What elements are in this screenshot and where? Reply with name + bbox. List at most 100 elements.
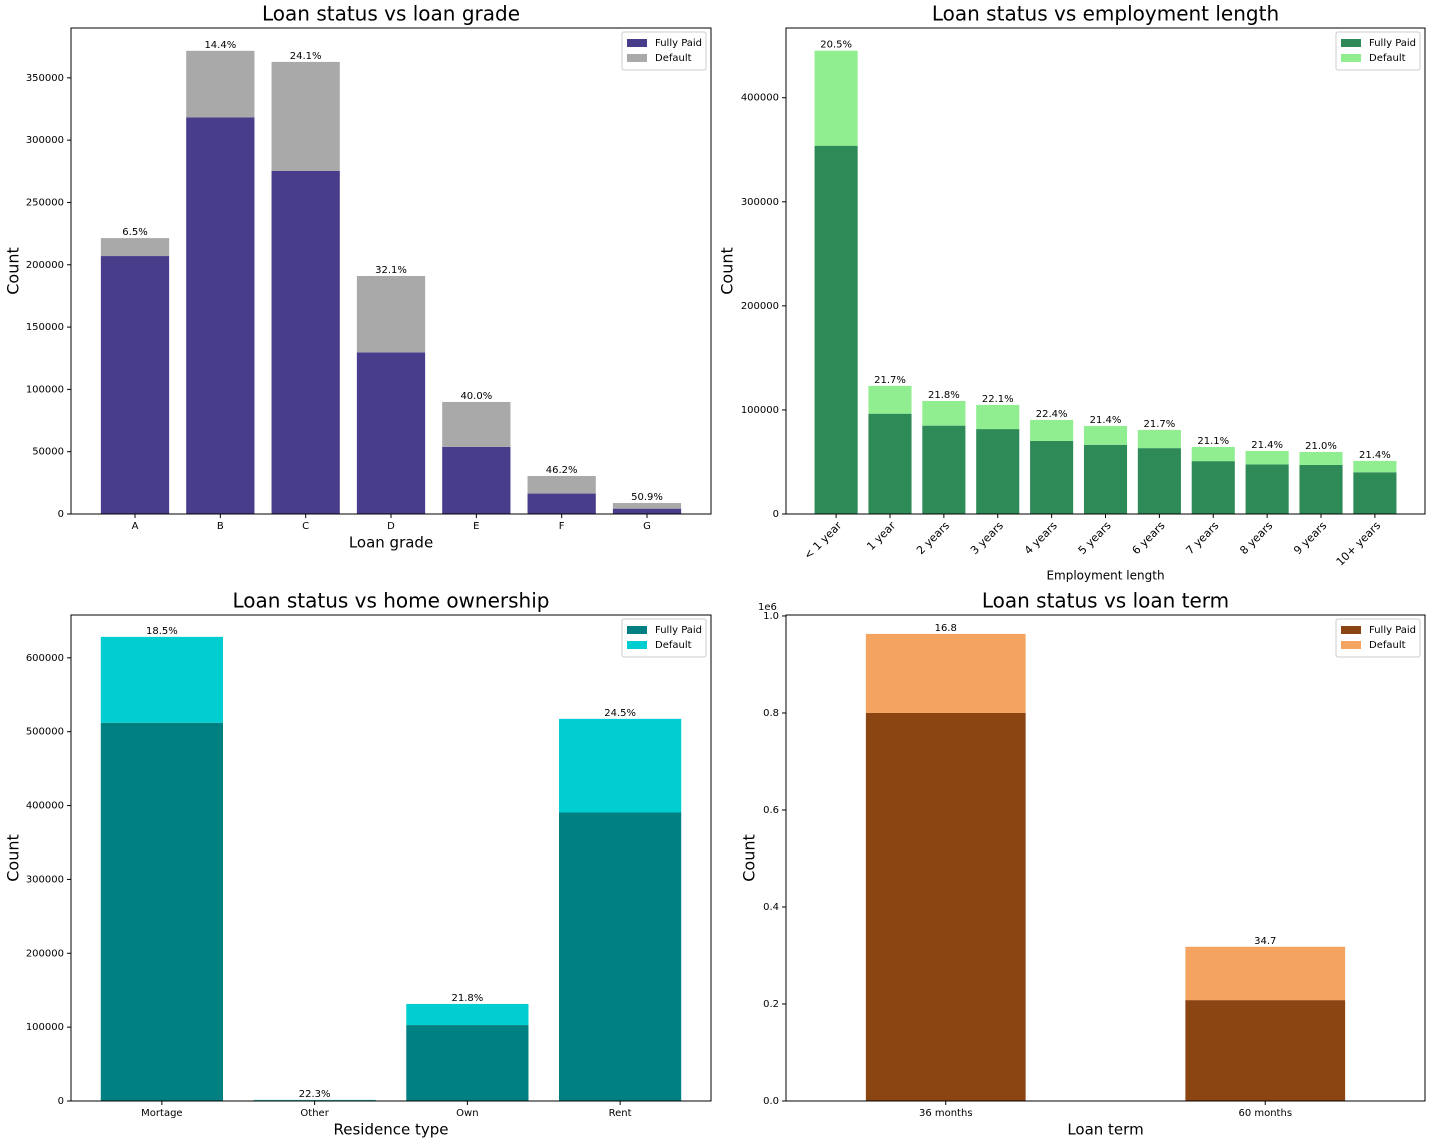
x-axis-label: Residence type <box>334 1121 449 1139</box>
bar-segment <box>814 145 858 515</box>
bar-segment <box>100 722 223 1101</box>
y-tick-label: 0.0 <box>763 1096 779 1107</box>
y-offset-label: 1e6 <box>758 602 777 613</box>
legend-label: Default <box>655 640 692 651</box>
x-tick-label: 3 years <box>968 519 1006 557</box>
y-tick-label: 100000 <box>26 1022 64 1033</box>
legend-label: Fully Paid <box>1369 38 1416 49</box>
bar-segment <box>1245 464 1289 514</box>
bar-segment <box>1191 461 1235 514</box>
y-axis-label: Count <box>740 834 759 882</box>
bar-segment <box>559 718 682 813</box>
bar-segment <box>442 401 511 447</box>
y-tick-label: 250000 <box>26 197 64 208</box>
chart-title: Loan status vs loan term <box>982 589 1229 613</box>
bar-segment <box>442 446 511 514</box>
bar-label: 14.4% <box>204 40 236 51</box>
bar-segment <box>356 275 426 353</box>
legend-swatch <box>1341 54 1361 62</box>
x-tick-label: D <box>387 521 395 532</box>
bar-segment <box>865 712 1026 1101</box>
bar-segment <box>186 117 255 514</box>
bar-label: 18.5% <box>146 626 178 637</box>
bar-segment <box>271 170 340 514</box>
x-tick-label: G <box>643 521 651 532</box>
y-tick-label: 0 <box>773 509 779 520</box>
bar-segment <box>527 475 596 494</box>
y-tick-label: 0 <box>58 509 64 520</box>
bar-segment <box>186 50 255 118</box>
bar-segment <box>1299 464 1343 514</box>
bar-label: 40.0% <box>460 391 492 402</box>
x-tick-label: < 1 year <box>801 519 844 562</box>
bar-segment <box>271 61 340 171</box>
y-tick-label: 300000 <box>26 135 64 146</box>
y-tick-label: 500000 <box>26 727 64 738</box>
y-tick-label: 300000 <box>26 874 64 885</box>
y-tick-label: 0.4 <box>763 902 779 913</box>
axes-frame <box>70 614 712 1102</box>
y-tick-label: 400000 <box>26 801 64 812</box>
x-tick-label: 4 years <box>1022 519 1060 557</box>
x-tick-label: 10+ years <box>1334 519 1384 569</box>
bar-segment <box>356 352 426 514</box>
y-tick-label: 100000 <box>26 384 64 395</box>
legend-label: Fully Paid <box>655 625 702 636</box>
bar-segment <box>406 1003 529 1026</box>
bar-label: 22.4% <box>1036 409 1068 420</box>
bar-segment <box>865 633 1026 713</box>
bar-segment <box>922 400 966 426</box>
bar-segment <box>1083 444 1128 514</box>
bar-segment <box>1083 425 1128 445</box>
bar-segment <box>922 425 966 514</box>
bar-label: 50.9% <box>631 492 663 503</box>
x-tick-label: Mortage <box>141 1108 182 1119</box>
y-tick-label: 0.6 <box>763 805 779 816</box>
y-tick-label: 300000 <box>741 197 779 208</box>
y-tick-label: 1.0 <box>763 611 779 622</box>
x-tick-label: 5 years <box>1076 519 1114 557</box>
bar-segment <box>559 812 682 1101</box>
y-axis-label: Count <box>4 247 23 295</box>
x-tick-label: B <box>217 521 224 532</box>
bar-segment <box>976 429 1020 514</box>
bar-label: 21.7% <box>874 375 906 386</box>
x-tick-label: Rent <box>609 1108 632 1119</box>
bar-segment <box>1245 450 1289 465</box>
legend-label: Fully Paid <box>655 38 702 49</box>
bar-label: 6.5% <box>122 227 147 238</box>
bar-label: 21.4% <box>1251 440 1283 451</box>
bar-label: 32.1% <box>375 265 407 276</box>
axes-frame <box>785 614 1426 1102</box>
legend-swatch <box>627 54 647 62</box>
y-tick-label: 50000 <box>32 447 64 458</box>
legend-swatch <box>627 641 647 649</box>
legend-label: Default <box>1369 53 1406 64</box>
bar-label: 21.4% <box>1090 415 1122 426</box>
y-axis-label: Count <box>718 247 737 295</box>
y-axis-label: Count <box>4 834 23 882</box>
bar-segment <box>1191 446 1235 462</box>
bar-segment <box>100 238 170 257</box>
bar-segment <box>1353 472 1397 514</box>
bar-segment <box>976 404 1020 430</box>
legend-swatch <box>1341 641 1361 649</box>
bar-label: 24.5% <box>604 708 636 719</box>
bar-segment <box>814 50 858 146</box>
legend-swatch <box>1341 626 1361 634</box>
axes-frame <box>785 27 1426 515</box>
bar-label: 16.8 <box>935 623 957 634</box>
legend-swatch <box>627 39 647 47</box>
y-tick-label: 200000 <box>26 948 64 959</box>
x-tick-label: 6 years <box>1130 519 1168 557</box>
legend-swatch <box>1341 39 1361 47</box>
bar-label: 21.7% <box>1143 419 1175 430</box>
x-tick-label: 60 months <box>1238 1108 1292 1119</box>
y-tick-label: 0.8 <box>763 708 779 719</box>
y-tick-label: 200000 <box>741 301 779 312</box>
y-tick-label: 400000 <box>741 93 779 104</box>
y-tick-label: 100000 <box>741 405 779 416</box>
bar-label: 22.3% <box>299 1089 331 1100</box>
bar-segment <box>1299 451 1343 465</box>
bar-label: 20.5% <box>820 40 852 51</box>
